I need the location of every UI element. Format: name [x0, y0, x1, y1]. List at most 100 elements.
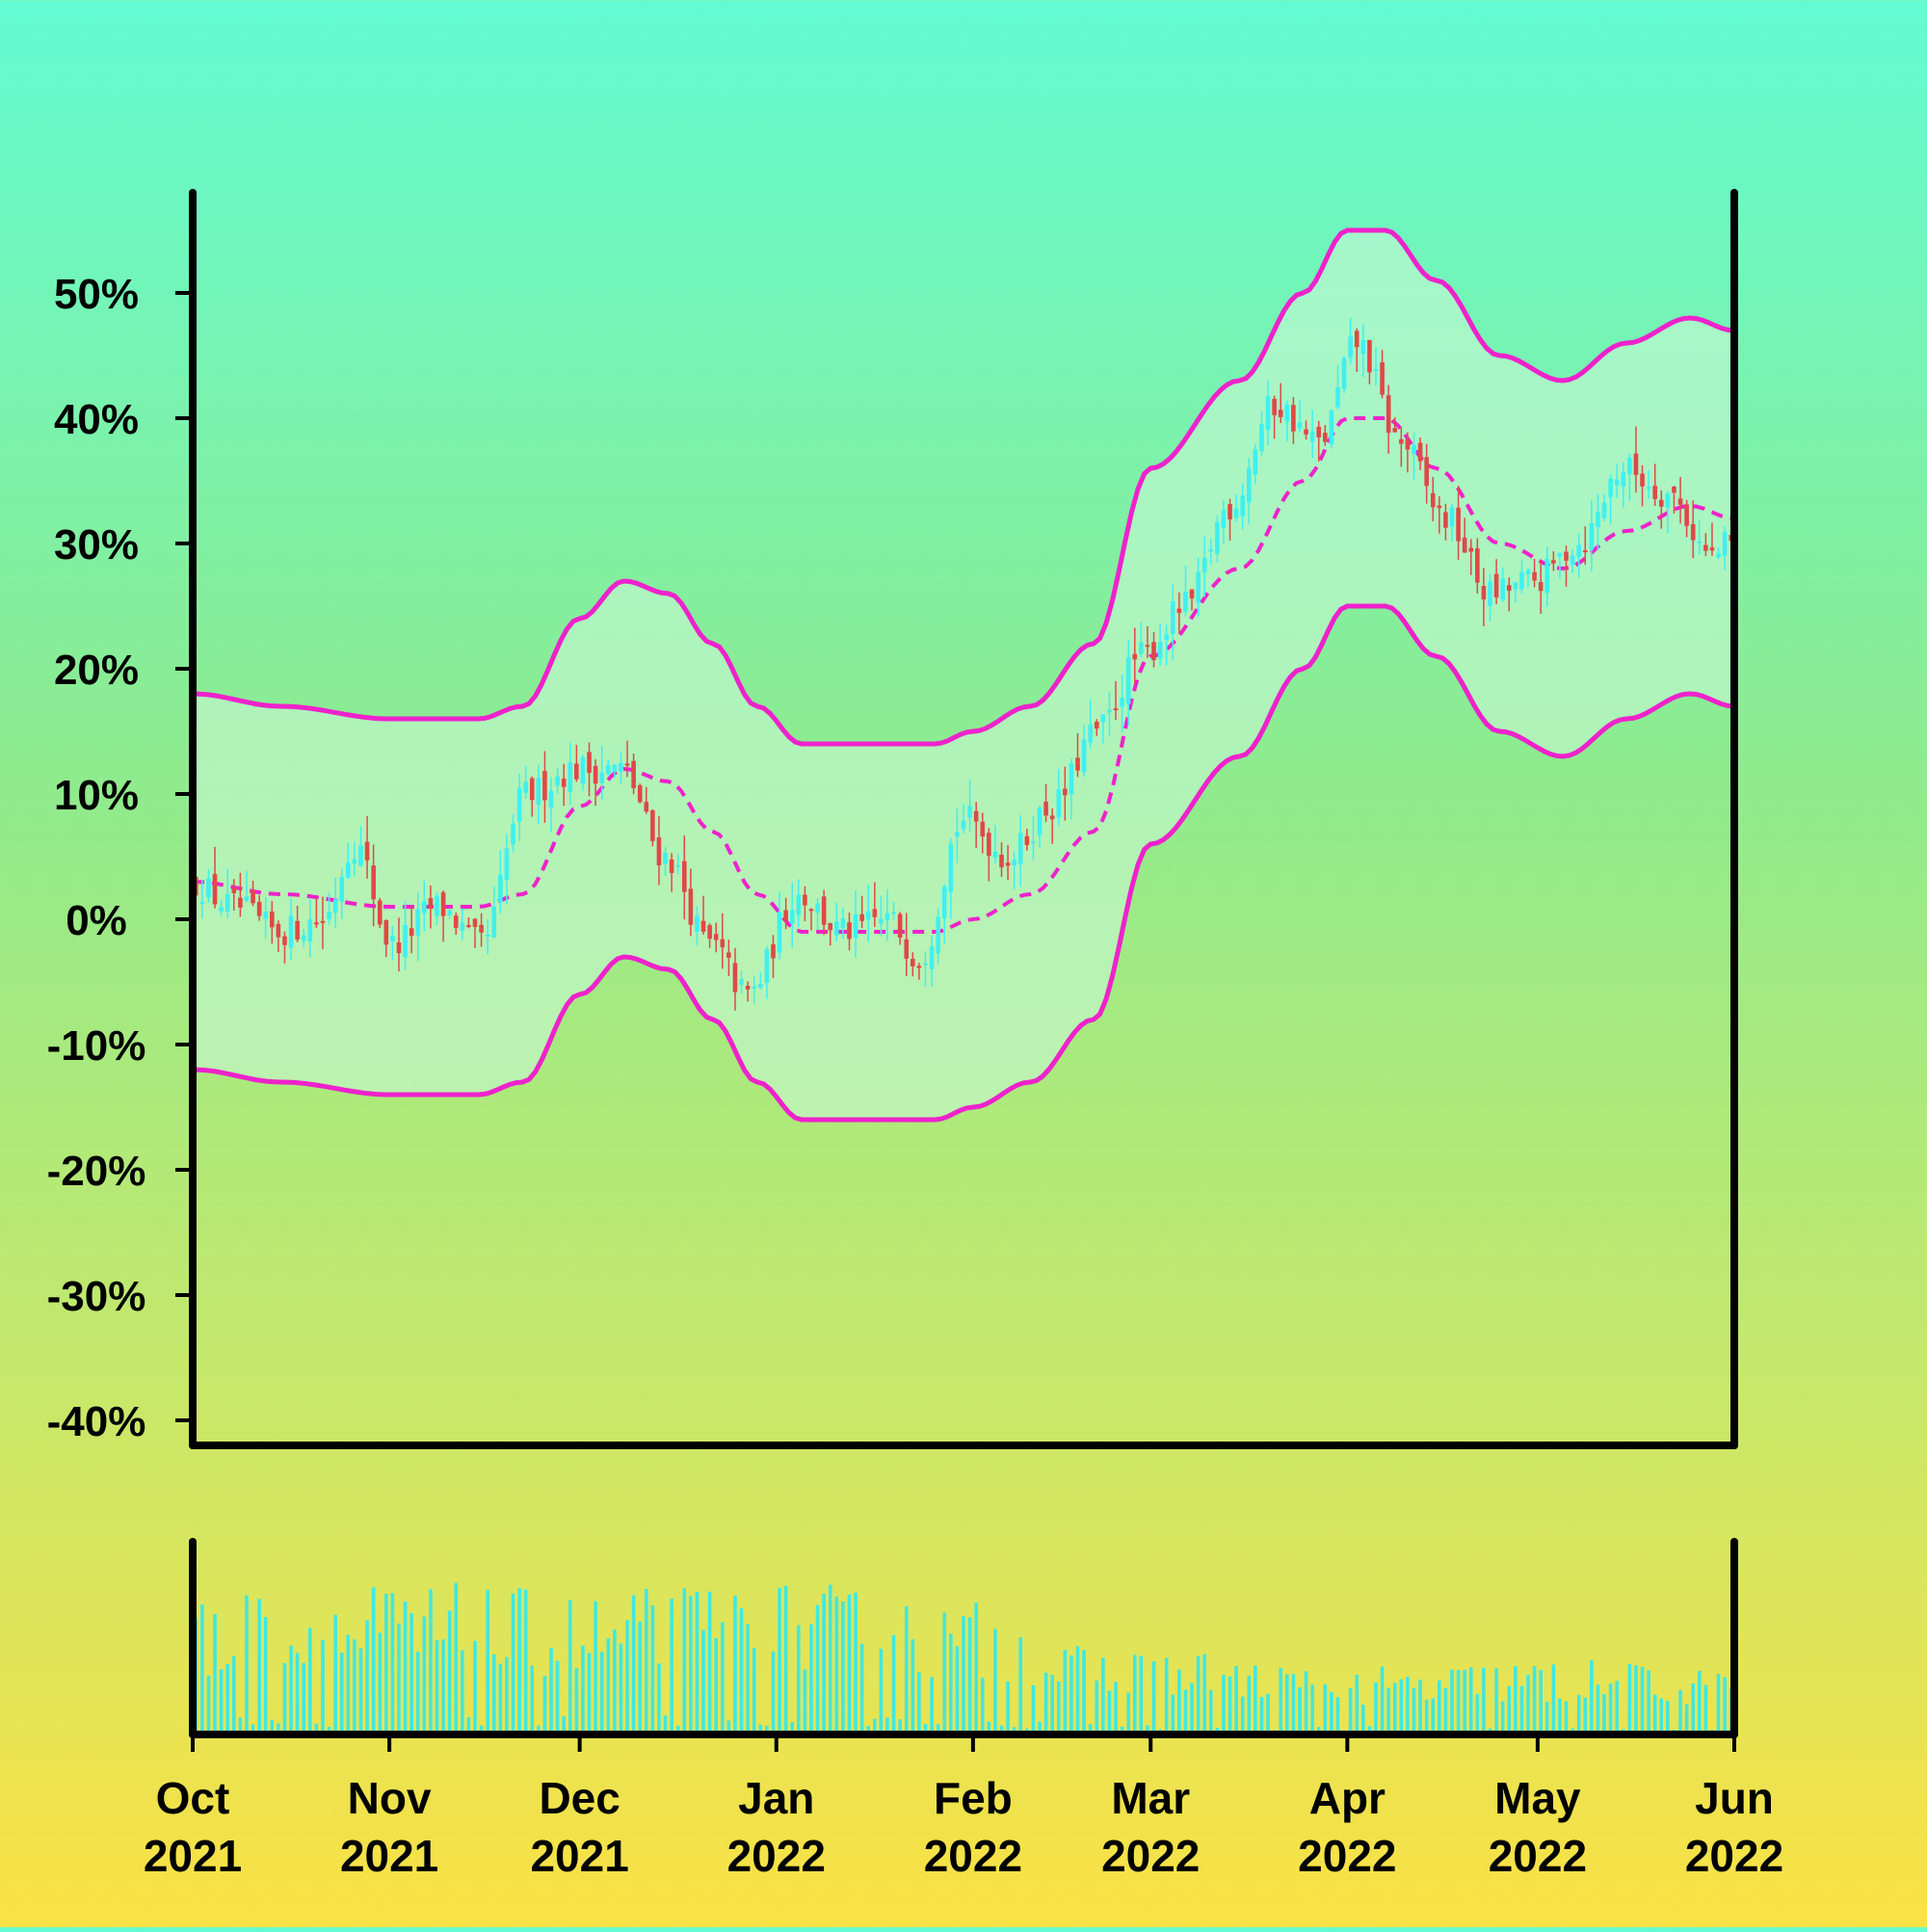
volume-bar	[1634, 1665, 1638, 1734]
candle-body	[1652, 486, 1657, 499]
volume-bar	[752, 1648, 756, 1734]
volume-bar	[542, 1676, 547, 1734]
candle-body	[992, 851, 998, 859]
candle-body	[403, 925, 408, 958]
volume-bar	[695, 1592, 700, 1734]
volume-bar	[1691, 1683, 1696, 1734]
candle-body	[1348, 336, 1353, 358]
volume-bar	[1291, 1674, 1296, 1734]
volume-bar	[1652, 1694, 1657, 1734]
candle-body	[1183, 591, 1188, 612]
candle-body	[808, 909, 814, 912]
candle-body	[1329, 410, 1334, 445]
y-tick-label: 0%	[66, 897, 127, 944]
candle-body	[383, 919, 389, 945]
candle-body	[320, 920, 326, 923]
candle-body	[1291, 405, 1296, 432]
candle-body	[884, 913, 890, 921]
volume-bar	[358, 1648, 363, 1734]
candle-body	[631, 760, 636, 789]
volume-bar	[1615, 1681, 1619, 1734]
volume-bar	[491, 1654, 496, 1734]
candle-body	[1544, 558, 1550, 594]
candle-body	[453, 915, 459, 928]
volume-bar	[891, 1634, 896, 1734]
candle-body	[460, 922, 465, 931]
candle-body	[840, 918, 846, 929]
volume-bar	[295, 1653, 300, 1734]
candle-body	[739, 979, 744, 986]
volume-bar	[701, 1629, 705, 1734]
volume-bar	[568, 1600, 572, 1734]
volume-layer	[194, 1582, 1733, 1734]
candle-body	[732, 963, 738, 992]
volume-bar	[1310, 1684, 1314, 1734]
volume-bar	[238, 1717, 243, 1734]
candle-body	[288, 915, 294, 948]
volume-bar	[1374, 1682, 1378, 1734]
candle-body	[574, 763, 579, 780]
candle-body	[568, 762, 573, 793]
volume-bar	[670, 1598, 673, 1734]
volume-bar	[1254, 1665, 1257, 1734]
candle-body	[726, 952, 731, 958]
volume-bar	[733, 1595, 737, 1734]
volume-bar	[1361, 1705, 1365, 1734]
candle-body	[1405, 438, 1411, 450]
candle-body	[1259, 424, 1264, 452]
volume-bar	[277, 1723, 280, 1734]
candle-body	[1513, 582, 1518, 590]
candle-body	[358, 845, 363, 866]
candle-body	[295, 920, 300, 940]
candle-body	[707, 925, 712, 940]
volume-bar	[403, 1601, 408, 1734]
candle-body	[1246, 467, 1252, 503]
candle-body	[523, 781, 528, 793]
volume-bar	[1183, 1689, 1188, 1734]
volume-bar	[1151, 1661, 1156, 1734]
candle-body	[251, 890, 255, 904]
candle-body	[669, 859, 674, 873]
x-tick-label-month: Nov	[348, 1773, 432, 1823]
candle-body	[1075, 757, 1080, 771]
candle-body	[1557, 552, 1563, 557]
volume-bar	[1279, 1667, 1283, 1734]
volume-bar	[714, 1637, 719, 1734]
volume-bar	[1380, 1666, 1385, 1734]
volume-bar	[289, 1645, 293, 1734]
candle-body	[346, 862, 351, 878]
candle-body	[656, 836, 662, 866]
candle-body	[1493, 573, 1499, 598]
candle-body	[821, 896, 827, 925]
candle-body	[231, 887, 237, 894]
candle-body	[904, 939, 910, 959]
candle-body	[1335, 387, 1340, 408]
candle-body	[1196, 571, 1201, 603]
volume-bar	[371, 1587, 376, 1734]
candle-body	[332, 899, 338, 913]
volume-bar	[466, 1716, 471, 1734]
candle-body	[1690, 523, 1696, 541]
candle-body	[307, 919, 313, 942]
x-tick-label-month: May	[1494, 1773, 1581, 1823]
volume-bar	[1043, 1672, 1048, 1734]
candle-body	[1506, 585, 1512, 591]
volume-bar	[1647, 1670, 1650, 1734]
candle-body	[301, 935, 306, 941]
candle-body	[663, 852, 668, 864]
y-tick-label: 20%	[54, 647, 139, 694]
volume-bar	[663, 1715, 668, 1734]
volume-bar	[415, 1652, 420, 1734]
candle-body	[327, 912, 331, 919]
volume-bar	[1247, 1675, 1252, 1734]
volume-bar	[245, 1595, 249, 1734]
candle-body	[605, 764, 611, 775]
volume-bar	[1544, 1702, 1549, 1734]
candle-body	[1125, 657, 1131, 704]
volume-bar	[1266, 1693, 1270, 1734]
candle-body	[1278, 410, 1283, 417]
volume-bar	[1259, 1697, 1264, 1734]
volume-bar	[1208, 1689, 1213, 1734]
band-fill	[193, 230, 1734, 1120]
candle-body	[428, 897, 434, 909]
